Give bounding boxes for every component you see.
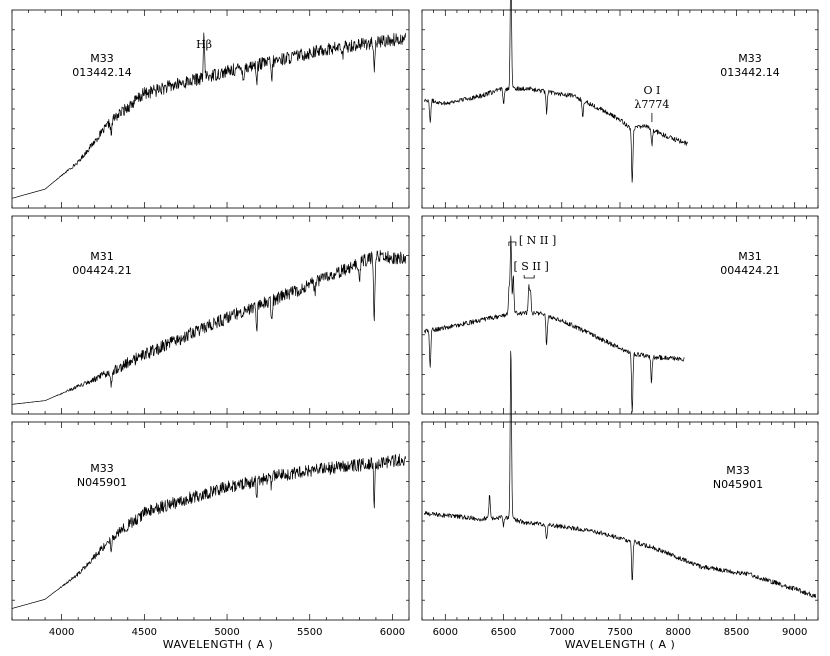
spectrum-line bbox=[11, 453, 407, 609]
x-tick-label: 6500 bbox=[491, 627, 516, 638]
spectrum-line bbox=[423, 350, 817, 598]
x-tick-label: 7500 bbox=[607, 627, 632, 638]
label-galaxy: M33 bbox=[90, 52, 114, 65]
x-tick-label: 9000 bbox=[782, 627, 807, 638]
x-tick-label: 5500 bbox=[297, 627, 322, 638]
annotation-hbeta: Hβ bbox=[196, 38, 212, 51]
x-tick-label: 6000 bbox=[433, 627, 458, 638]
panel-frame bbox=[421, 9, 819, 209]
x-tick-label: 8500 bbox=[724, 627, 749, 638]
label-galaxy: M31 bbox=[90, 250, 114, 263]
x-tick-label: 4500 bbox=[132, 627, 157, 638]
label-star: N045901 bbox=[713, 478, 763, 491]
panel-frame bbox=[421, 421, 819, 621]
panel-frame bbox=[421, 215, 819, 415]
x-axis-title-left: WAVELENGTH ( A ) bbox=[163, 638, 274, 651]
x-tick-label: 4000 bbox=[49, 627, 74, 638]
panel-frame bbox=[11, 215, 410, 415]
annotation-nii-bracket bbox=[508, 241, 517, 246]
label-star: 004424.21 bbox=[720, 264, 780, 277]
x-tick-label: 8000 bbox=[666, 627, 691, 638]
panel-frame bbox=[11, 421, 410, 621]
annotation-sii: [ S II ] bbox=[513, 260, 548, 273]
label-galaxy: M33 bbox=[726, 464, 750, 477]
label-galaxy: M31 bbox=[738, 250, 762, 263]
x-tick-label: 6000 bbox=[380, 627, 405, 638]
label-star: 013442.14 bbox=[72, 66, 132, 79]
annotation-oi-wavelength: λ7774 bbox=[634, 98, 669, 111]
label-star: 004424.21 bbox=[72, 264, 132, 277]
label-star: 013442.14 bbox=[720, 66, 780, 79]
x-tick-label: 7000 bbox=[549, 627, 574, 638]
x-tick-label: 5000 bbox=[214, 627, 239, 638]
label-galaxy: M33 bbox=[738, 52, 762, 65]
label-star: N045901 bbox=[77, 476, 127, 489]
spectrum-line bbox=[12, 250, 407, 405]
label-galaxy: M33 bbox=[90, 462, 114, 475]
annotation-nii: [ N II ] bbox=[519, 234, 556, 247]
spectrum-line bbox=[423, 235, 685, 413]
x-axis-title-right: WAVELENGTH ( A ) bbox=[565, 638, 676, 651]
annotation-oi: O I bbox=[643, 84, 660, 97]
spectrum-line bbox=[423, 0, 688, 183]
spectrum-line bbox=[11, 32, 407, 199]
annotation-sii-bracket bbox=[523, 275, 535, 279]
